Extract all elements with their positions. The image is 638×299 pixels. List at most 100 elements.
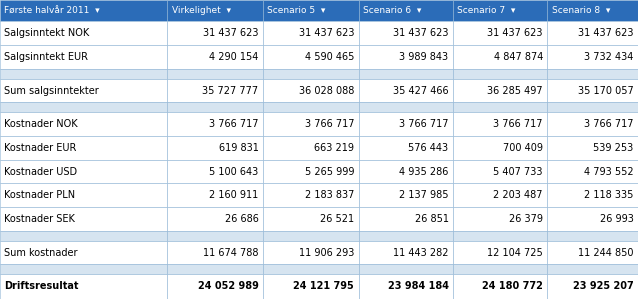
Text: 3 766 717: 3 766 717 <box>304 119 354 129</box>
Bar <box>453 69 547 79</box>
Bar <box>167 103 263 112</box>
Bar <box>263 241 359 264</box>
Bar <box>0 22 167 45</box>
Bar <box>547 160 638 184</box>
Bar <box>359 79 453 103</box>
Bar <box>0 160 167 184</box>
Text: 36 285 497: 36 285 497 <box>487 86 543 96</box>
Text: 11 674 788: 11 674 788 <box>203 248 258 257</box>
Bar <box>167 231 263 241</box>
Bar <box>263 69 359 79</box>
Text: Scenario 5  ▾: Scenario 5 ▾ <box>267 6 325 15</box>
Bar <box>359 22 453 45</box>
Bar <box>0 103 167 112</box>
Bar <box>453 136 547 160</box>
Text: 539 253: 539 253 <box>593 143 634 153</box>
Text: 35 727 777: 35 727 777 <box>202 86 258 96</box>
Bar <box>263 274 359 299</box>
Bar <box>0 274 167 299</box>
Bar <box>263 160 359 184</box>
Text: 2 137 985: 2 137 985 <box>399 190 449 200</box>
Bar <box>547 241 638 264</box>
Bar <box>167 160 263 184</box>
Bar <box>359 207 453 231</box>
Text: Kostnader EUR: Kostnader EUR <box>4 143 77 153</box>
Bar <box>263 0 359 22</box>
Bar <box>547 231 638 241</box>
Bar <box>263 45 359 69</box>
Bar <box>547 69 638 79</box>
Bar <box>453 184 547 207</box>
Text: 31 437 623: 31 437 623 <box>203 28 258 38</box>
Bar <box>453 45 547 69</box>
Text: 12 104 725: 12 104 725 <box>487 248 543 257</box>
Bar <box>359 231 453 241</box>
Text: 3 989 843: 3 989 843 <box>399 52 449 62</box>
Bar <box>453 0 547 22</box>
Text: 35 427 466: 35 427 466 <box>393 86 449 96</box>
Bar <box>359 103 453 112</box>
Text: 26 851: 26 851 <box>415 214 449 224</box>
Text: Sum kostnader: Sum kostnader <box>4 248 78 257</box>
Bar <box>167 184 263 207</box>
Text: 5 100 643: 5 100 643 <box>209 167 258 176</box>
Bar <box>0 136 167 160</box>
Text: Kostnader SEK: Kostnader SEK <box>4 214 75 224</box>
Bar <box>167 264 263 274</box>
Bar <box>453 264 547 274</box>
Bar <box>263 207 359 231</box>
Text: Salgsinntekt NOK: Salgsinntekt NOK <box>4 28 90 38</box>
Text: 3 766 717: 3 766 717 <box>493 119 543 129</box>
Bar <box>359 136 453 160</box>
Bar <box>547 184 638 207</box>
Text: 36 028 088: 36 028 088 <box>299 86 354 96</box>
Text: 26 993: 26 993 <box>600 214 634 224</box>
Bar <box>167 0 263 22</box>
Text: Sum salgsinntekter: Sum salgsinntekter <box>4 86 100 96</box>
Bar <box>359 160 453 184</box>
Bar <box>547 264 638 274</box>
Text: Scenario 8  ▾: Scenario 8 ▾ <box>552 6 610 15</box>
Bar <box>453 274 547 299</box>
Bar <box>0 112 167 136</box>
Text: 2 183 837: 2 183 837 <box>305 190 354 200</box>
Text: Første halvår 2011  ▾: Første halvår 2011 ▾ <box>4 6 100 15</box>
Bar <box>263 22 359 45</box>
Bar <box>453 79 547 103</box>
Text: Kostnader PLN: Kostnader PLN <box>4 190 75 200</box>
Text: 5 265 999: 5 265 999 <box>304 167 354 176</box>
Bar <box>263 184 359 207</box>
Text: 4 847 874: 4 847 874 <box>494 52 543 62</box>
Text: Driftsresultat: Driftsresultat <box>4 281 79 292</box>
Text: 11 244 850: 11 244 850 <box>578 248 634 257</box>
Text: 3 766 717: 3 766 717 <box>399 119 449 129</box>
Text: 11 906 293: 11 906 293 <box>299 248 354 257</box>
Text: 663 219: 663 219 <box>314 143 354 153</box>
Text: 3 766 717: 3 766 717 <box>209 119 258 129</box>
Bar <box>263 231 359 241</box>
Text: 2 118 335: 2 118 335 <box>584 190 634 200</box>
Text: Scenario 6  ▾: Scenario 6 ▾ <box>363 6 421 15</box>
Bar <box>453 103 547 112</box>
Text: 3 766 717: 3 766 717 <box>584 119 634 129</box>
Text: 23 984 184: 23 984 184 <box>387 281 449 292</box>
Text: 23 925 207: 23 925 207 <box>573 281 634 292</box>
Bar <box>167 136 263 160</box>
Bar <box>547 136 638 160</box>
Bar <box>359 69 453 79</box>
Bar <box>359 241 453 264</box>
Bar <box>547 79 638 103</box>
Text: Scenario 7  ▾: Scenario 7 ▾ <box>457 6 516 15</box>
Bar <box>547 45 638 69</box>
Bar <box>453 112 547 136</box>
Text: 31 437 623: 31 437 623 <box>299 28 354 38</box>
Bar <box>263 264 359 274</box>
Bar <box>263 79 359 103</box>
Text: 4 290 154: 4 290 154 <box>209 52 258 62</box>
Bar <box>359 45 453 69</box>
Bar <box>359 184 453 207</box>
Text: 26 379: 26 379 <box>509 214 543 224</box>
Bar <box>167 207 263 231</box>
Text: 3 732 434: 3 732 434 <box>584 52 634 62</box>
Bar <box>359 0 453 22</box>
